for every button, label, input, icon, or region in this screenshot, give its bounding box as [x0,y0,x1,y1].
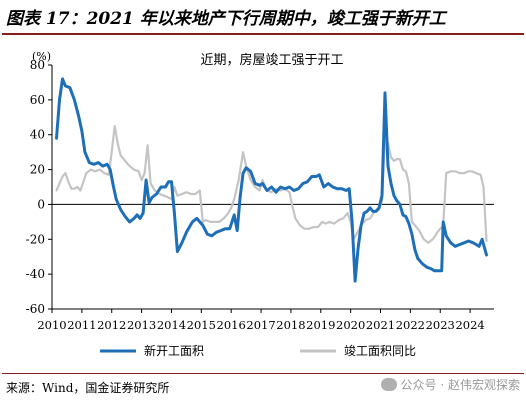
chart-series [55,77,488,283]
chart-legend: 新开工面积 竣工面积同比 [100,343,416,358]
watermark: 公众号 · 赵伟宏观探索 [380,376,520,393]
legend-label: 新开工面积 [144,343,204,358]
x-tick-label: 2024 [455,318,484,332]
x-tick-label: 2018 [276,318,305,332]
y-tick-label: 0 [37,197,45,211]
legend-label: 竣工面积同比 [344,343,416,358]
x-tick-label: 2021 [366,318,395,332]
y-tick-label: -60 [26,302,45,316]
x-tick-label: 2015 [187,318,216,332]
x-tick-label: 2012 [97,318,126,332]
chart-annotation: 近期，房屋竣工强于开工 [200,52,343,68]
x-tick-label: 2020 [336,318,365,332]
x-tick-label: 2017 [246,318,275,332]
chart-title: 图表 17：2021 年以来地产下行周期中，竣工强于新开工 [6,9,446,29]
y-tick-label: -20 [26,232,45,246]
source-note: 来源：Wind，国金证券研究所 [6,381,170,395]
y-unit-label: (%) [32,50,51,63]
y-tick-label: 60 [30,93,45,107]
series-line [55,124,488,244]
y-tick-label: 80 [30,58,45,72]
x-tick-label: 2010 [37,318,66,332]
chart-area: 80 60 40 20 0 -20 -40 -60 2010 2011 2012 2013 2014 20… [0,36,526,366]
y-tick-label: 40 [30,128,45,142]
series-line [55,77,488,283]
footer-divider [2,373,524,374]
y-tick-label: 20 [30,163,45,177]
title-divider [2,33,524,35]
watermark-text: 公众号 · 赵伟宏观探索 [400,378,520,392]
x-tick-label: 2014 [157,318,186,332]
x-tick-label: 2023 [426,318,455,332]
x-tick-label: 2022 [396,318,425,332]
x-tick-label: 2019 [306,318,335,332]
wechat-icon [380,378,397,391]
x-tick-label: 2016 [217,318,246,332]
x-tick-label: 2011 [67,318,96,332]
y-tick-label: -40 [26,267,45,281]
x-tick-label: 2013 [127,318,156,332]
